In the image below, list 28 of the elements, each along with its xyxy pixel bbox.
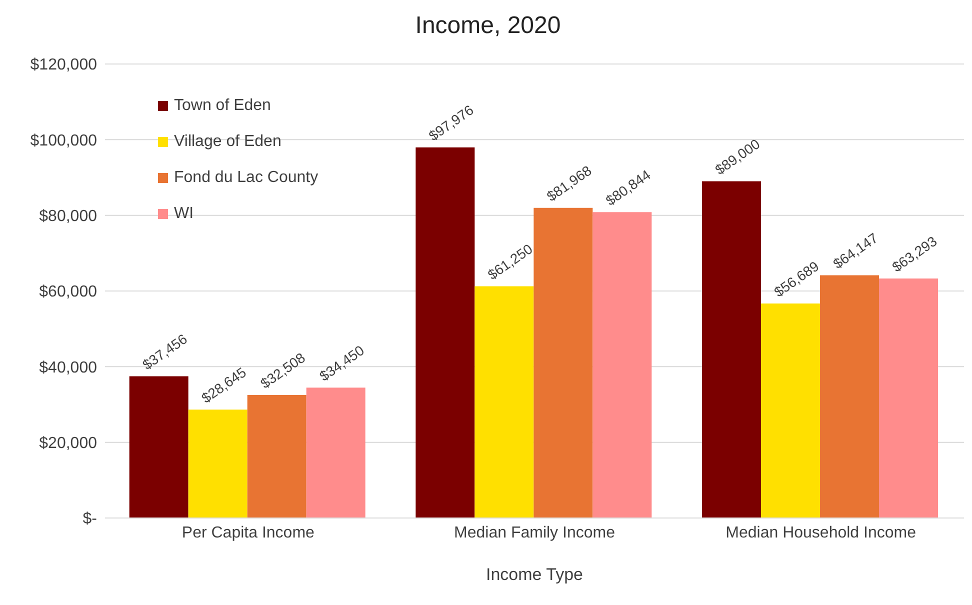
legend-label: Village of Eden [174,133,282,151]
x-tick-label: Median Family Income [454,524,616,542]
bar [474,286,534,518]
y-tick-label: $120,000 [30,56,98,74]
bar [761,304,820,518]
bar [188,410,248,518]
y-tick-label: $- [82,510,97,528]
x-tick-label: Median Household Income [726,524,916,542]
bar [592,212,652,518]
legend-label: Fond du Lac County [174,169,318,187]
legend-label: Town of Eden [174,97,271,115]
bar [416,147,475,518]
y-tick-label: $100,000 [30,132,98,150]
x-tick-label: Per Capita Income [182,524,315,542]
bar [879,278,938,518]
bar [702,181,762,518]
bar [534,208,593,518]
y-tick-label: $60,000 [39,284,98,301]
legend-label: WI [174,205,194,223]
bar [306,388,366,518]
bar [247,395,306,518]
y-tick-label: $80,000 [39,208,98,226]
chart-title: Income, 2020 [414,11,562,41]
bar [820,275,880,518]
x-axis-title: Income Type [486,565,584,584]
bar [129,376,188,518]
y-tick-label: $40,000 [39,359,98,376]
y-tick-label: $20,000 [39,435,98,452]
